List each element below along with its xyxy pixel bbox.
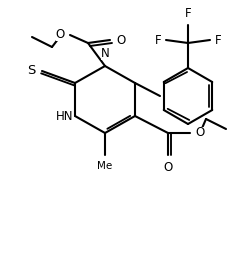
Text: S: S	[27, 65, 35, 78]
Text: O: O	[163, 161, 173, 174]
Text: O: O	[116, 33, 125, 46]
Text: N: N	[101, 47, 109, 60]
Text: O: O	[56, 28, 65, 41]
Text: Me: Me	[97, 161, 113, 171]
Text: HN: HN	[55, 110, 73, 123]
Text: O: O	[195, 126, 204, 139]
Text: F: F	[185, 7, 191, 20]
Text: F: F	[154, 33, 161, 46]
Text: F: F	[215, 33, 222, 46]
